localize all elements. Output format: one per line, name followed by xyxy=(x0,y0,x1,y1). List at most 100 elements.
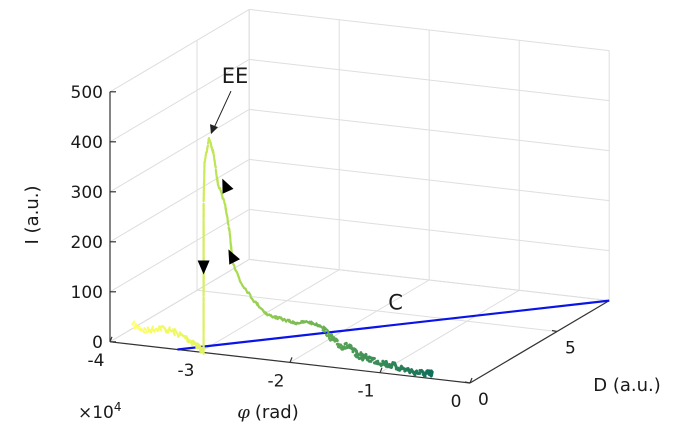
trajectory-segment xyxy=(273,316,277,320)
trajectory-segment xyxy=(158,325,163,332)
back-wall-grid-line xyxy=(249,8,610,52)
trajectory-segment xyxy=(323,326,328,330)
side-wall-grid-line xyxy=(109,8,250,93)
trajectory-segment xyxy=(320,325,324,330)
trajectory-segment xyxy=(308,320,313,326)
series-line-c xyxy=(177,299,610,351)
ee-pointer-arrowhead xyxy=(210,124,218,135)
trajectory-segment xyxy=(189,341,194,346)
trajectory-segment xyxy=(366,355,371,362)
y-ticks: 0 5 xyxy=(464,329,576,410)
trajectory-segment xyxy=(401,366,407,371)
floor-grid-line xyxy=(249,258,610,302)
trajectory-segment xyxy=(141,329,146,334)
ee-pointer-line xyxy=(212,90,232,131)
trajectory-segment xyxy=(222,197,226,203)
y-tick-label: 0 xyxy=(478,390,489,410)
trajectory-segment xyxy=(274,315,279,319)
side-wall-grid-line xyxy=(109,108,250,193)
trajectory-segment xyxy=(214,163,217,169)
floor-grid-line xyxy=(109,258,250,343)
side-wall-grid-line xyxy=(109,158,250,243)
x-ticks: -4 -3 -2 -1 0 xyxy=(88,336,473,412)
y-tick-mark xyxy=(464,381,471,384)
y-tick-mark xyxy=(551,329,558,333)
trajectory-segment xyxy=(413,369,419,374)
trajectory-segment xyxy=(138,328,142,332)
direction-arrow-up xyxy=(228,249,240,265)
trajectory-segment xyxy=(321,329,325,333)
trajectory-segment xyxy=(393,361,398,369)
x-tick-mark xyxy=(109,336,113,343)
trajectory-segment xyxy=(326,328,330,333)
trajectory-segment xyxy=(379,362,385,367)
annotation-ee: EE xyxy=(222,64,249,88)
trajectory-segment xyxy=(383,360,388,368)
side-wall-grid-line xyxy=(109,208,250,293)
trajectory-segment xyxy=(195,342,199,349)
z-tick-label: 500 xyxy=(71,83,103,103)
back-wall-grid-line xyxy=(249,58,610,102)
axis-layer xyxy=(109,91,610,384)
annotation-layer: EE C xyxy=(210,64,403,314)
trajectory-segment xyxy=(143,327,148,332)
z-tick-label: 100 xyxy=(71,283,103,303)
z-tick-label: 400 xyxy=(71,133,103,153)
arrow-layer xyxy=(197,178,240,275)
trajectory-segment xyxy=(327,336,332,342)
trajectory-segment xyxy=(232,263,236,267)
x-axis-title: φ (rad) xyxy=(237,402,299,423)
y-axis-line xyxy=(469,300,610,384)
z-tick-label: 0 xyxy=(92,333,103,353)
trajectory-segment xyxy=(211,149,215,155)
trajectory-segment xyxy=(131,320,136,326)
z-tick-label: 300 xyxy=(71,183,103,203)
trajectory-segment xyxy=(420,369,425,374)
trajectory-segment xyxy=(356,352,361,357)
trajectory-segment xyxy=(136,325,141,329)
trajectory-segment xyxy=(313,323,318,327)
trajectory-segment xyxy=(247,291,252,297)
trajectory-segment xyxy=(429,370,434,378)
x-tick-label: -1 xyxy=(358,382,375,402)
trajectory-segment xyxy=(206,144,209,150)
trajectory-segment xyxy=(291,320,296,324)
trajectory-segment xyxy=(212,152,216,158)
z-axis-title: I (a.u.) xyxy=(22,186,43,245)
trajectory-segment xyxy=(359,351,365,362)
data-layer xyxy=(131,137,610,378)
side-wall-grid-line xyxy=(109,58,250,143)
x-tick-label: -4 xyxy=(88,351,105,371)
back-wall-grid-line xyxy=(249,108,610,152)
z-tick-label: 200 xyxy=(71,233,103,253)
trajectory-segment xyxy=(293,322,298,326)
trajectory-segment xyxy=(171,328,176,337)
floor-grid-line xyxy=(289,279,430,363)
trajectory-segment xyxy=(175,331,180,337)
trajectory-segment xyxy=(427,369,431,375)
x-tick-label: -3 xyxy=(178,361,195,381)
x-tick-label: 0 xyxy=(451,392,462,412)
x-exponent-label: ×104 xyxy=(78,400,122,423)
floor-grid-line xyxy=(379,289,520,374)
trajectory-segment xyxy=(290,321,294,325)
trajectory-segment xyxy=(220,192,224,199)
back-wall-grid-line xyxy=(249,208,610,252)
trajectory-segment xyxy=(226,222,230,227)
x-tick-mark xyxy=(289,357,293,363)
trajectory-segment xyxy=(324,333,329,338)
direction-arrow-down xyxy=(197,260,210,275)
trajectory-segment xyxy=(226,217,230,225)
trajectory-segment xyxy=(298,321,303,325)
trajectory-segment xyxy=(177,333,181,338)
trajectory-segment xyxy=(228,227,231,234)
trajectory-segment xyxy=(206,140,210,145)
trajectory-segment xyxy=(188,339,193,343)
z-ticks: 0 100 200 300 400 500 xyxy=(71,83,116,353)
y-axis-title: D (a.u.) xyxy=(593,375,661,396)
trajectory-segment xyxy=(203,159,207,165)
trajectory-segment xyxy=(339,343,344,349)
y-tick-label: 5 xyxy=(565,339,576,359)
